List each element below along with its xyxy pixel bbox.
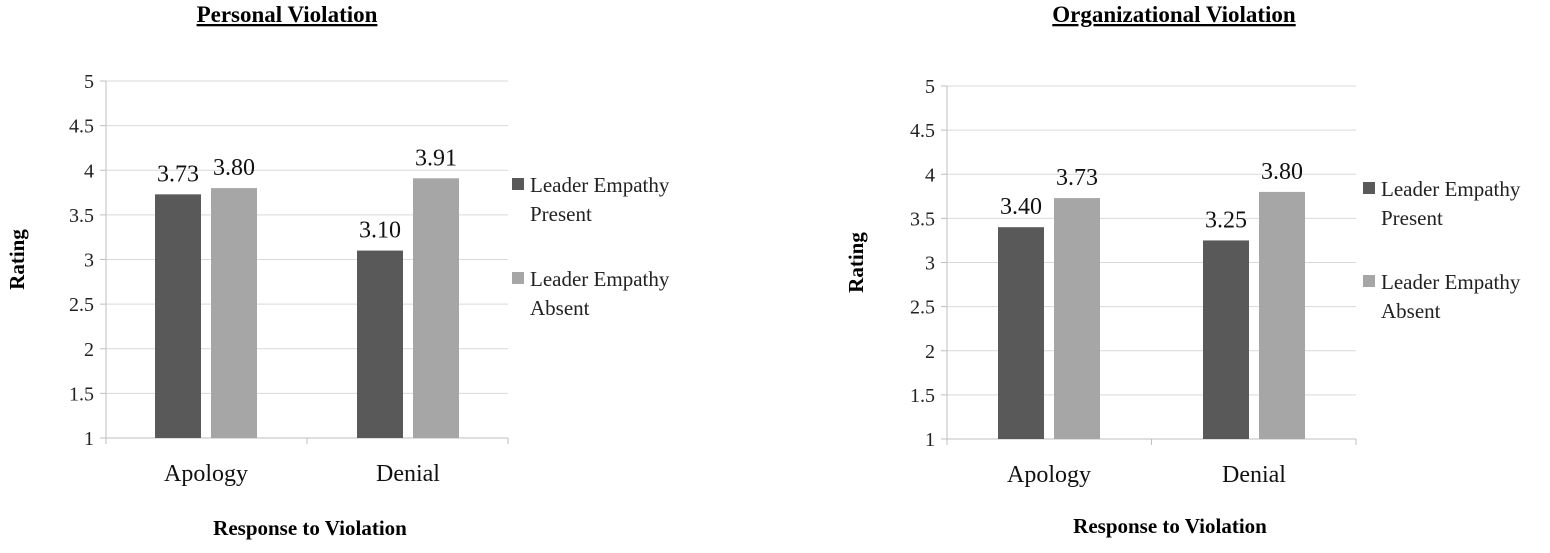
legend-swatch bbox=[1363, 182, 1375, 194]
data-label: 3.40 bbox=[1000, 194, 1042, 220]
bar bbox=[413, 178, 459, 438]
legend-label: Present bbox=[530, 202, 592, 226]
legend-label: Leader Empathy bbox=[530, 173, 670, 197]
bar bbox=[357, 250, 403, 438]
bar bbox=[998, 227, 1044, 439]
y-tick-label: 1.5 bbox=[910, 385, 935, 407]
y-tick-label: 4 bbox=[84, 160, 94, 182]
x-tick-label: Apology bbox=[164, 461, 248, 487]
y-tick-label: 1.5 bbox=[69, 383, 94, 405]
y-tick-label: 3.5 bbox=[910, 208, 935, 230]
bar bbox=[211, 188, 257, 438]
legend-label: Leader Empathy bbox=[1381, 177, 1521, 201]
legend-label: Absent bbox=[530, 296, 590, 320]
y-tick-label: 4 bbox=[925, 164, 935, 186]
legend-swatch bbox=[1363, 275, 1375, 287]
legend-label: Leader Empathy bbox=[1381, 270, 1521, 294]
x-axis-title: Response to Violation bbox=[213, 516, 407, 540]
data-label: 3.80 bbox=[1261, 159, 1303, 185]
legend-swatch bbox=[512, 178, 524, 190]
bar bbox=[1054, 198, 1100, 439]
data-label: 3.91 bbox=[415, 145, 457, 171]
data-label: 3.73 bbox=[1056, 165, 1098, 191]
legend-swatch bbox=[512, 272, 524, 284]
y-tick-label: 2 bbox=[84, 339, 94, 361]
data-label: 3.80 bbox=[213, 155, 255, 181]
x-tick-label: Denial bbox=[1222, 462, 1286, 488]
x-axis-title: Response to Violation bbox=[1073, 514, 1267, 538]
chart-title: Personal Violation bbox=[197, 2, 378, 27]
chart-title: Organizational Violation bbox=[1052, 2, 1296, 27]
legend: Leader Empathy Present Leader Empathy Absen… bbox=[512, 173, 670, 320]
legend-label: Absent bbox=[1381, 299, 1441, 323]
y-tick-label: 2 bbox=[925, 341, 935, 363]
y-tick-label: 2.5 bbox=[910, 297, 935, 319]
y-tick-label: 3 bbox=[925, 253, 935, 275]
bar bbox=[1203, 240, 1249, 439]
legend: Leader Empathy Present Leader Empathy Absen… bbox=[1363, 177, 1521, 323]
legend-label: Leader Empathy bbox=[530, 267, 670, 291]
data-label: 3.10 bbox=[359, 218, 401, 244]
y-tick-label: 5 bbox=[925, 76, 935, 98]
y-tick-label: 2.5 bbox=[69, 294, 94, 316]
y-tick-label: 3 bbox=[84, 250, 94, 272]
chart-personal-violation: Personal Violation 1 1.5 2 2.5 3 3.5 4 4.5 5 3.73 3… bbox=[5, 2, 670, 540]
y-tick-label: 1 bbox=[925, 429, 935, 451]
y-tick-label: 5 bbox=[84, 71, 94, 93]
y-tick-label: 3.5 bbox=[69, 205, 94, 227]
data-label: 3.25 bbox=[1205, 207, 1247, 233]
y-axis-title: Rating bbox=[5, 229, 29, 290]
bar bbox=[1259, 191, 1305, 439]
legend-label: Present bbox=[1381, 206, 1443, 230]
x-tick-label: Denial bbox=[376, 461, 440, 487]
y-tick-label: 4.5 bbox=[69, 116, 94, 138]
y-axis-title: Rating bbox=[844, 232, 868, 293]
chart-organizational-violation: Organizational Violation 1 1.5 2 2.5 3 3.5 4 4.5… bbox=[844, 2, 1521, 538]
y-tick-label: 1 bbox=[84, 428, 94, 450]
y-tick-label: 4.5 bbox=[910, 120, 935, 142]
data-label: 3.73 bbox=[157, 161, 199, 187]
bar bbox=[155, 194, 201, 438]
x-tick-label: Apology bbox=[1007, 462, 1091, 488]
